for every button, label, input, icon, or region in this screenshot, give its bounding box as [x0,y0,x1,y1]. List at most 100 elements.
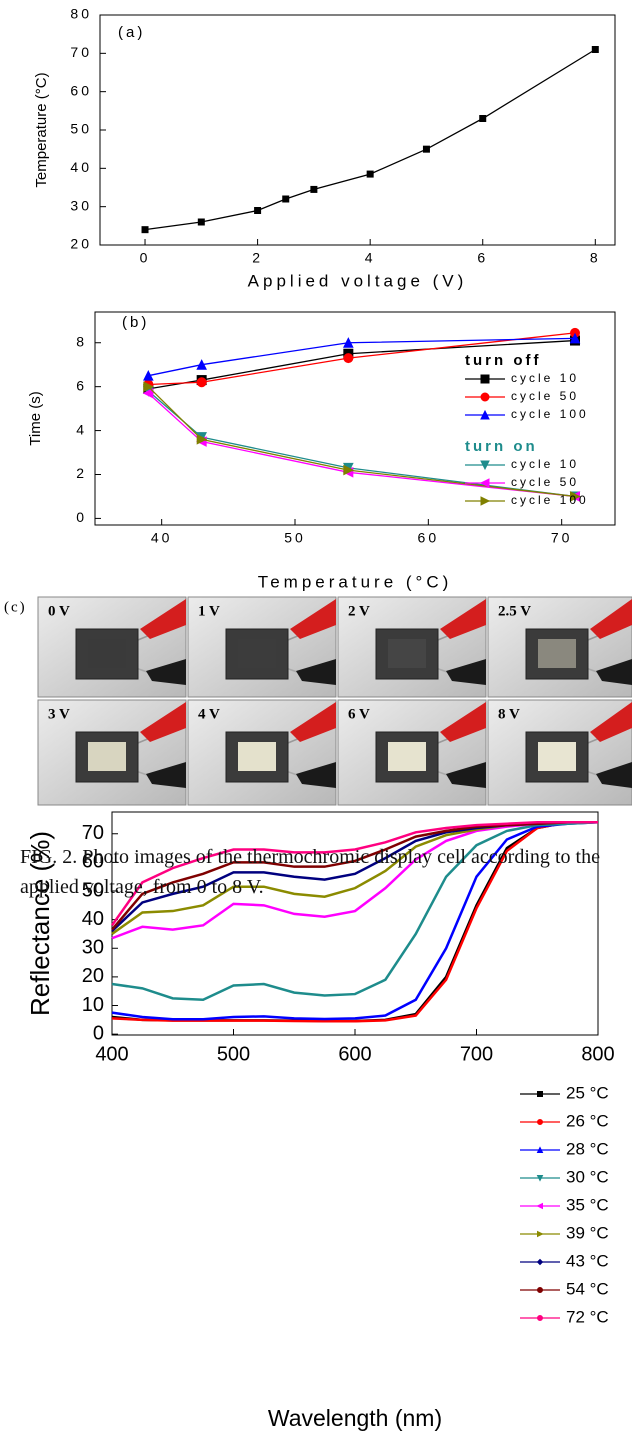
legend-marker [481,497,489,505]
caption: FIG. 2. Photo images of the thermochromi… [20,842,600,902]
x-tick-label: 600 [338,1043,371,1065]
photo-label: 2 V [348,603,370,619]
photo-label: 6 V [348,706,370,722]
x-tick-label: 6 [477,250,488,266]
device-window [238,742,276,771]
photo-panel: 2 V [338,597,486,697]
legend-group-title: turn on [465,438,538,455]
y-tick-label: 30 [82,937,104,959]
y-tick-label: 70 [82,822,104,844]
data-point [367,171,373,177]
photo-label: 8 V [498,706,520,722]
y-tick-label: 30 [70,197,92,213]
device-window [538,742,576,771]
x-axis-label: Applied voltage (V) [248,271,468,290]
photo-panel: 6 V [338,700,486,805]
y-tick-label: 4 [76,421,87,437]
legend-label: cycle 10 [511,457,579,471]
legend-marker [538,1316,543,1321]
x-tick-label: 2 [252,250,263,266]
data-point [344,354,353,363]
legend-marker [481,375,489,383]
data-point [198,219,204,225]
device-window [388,742,426,771]
y-tick-label: 60 [70,82,92,98]
photo-label: 1 V [198,603,220,619]
photo-panel: 0 V [38,597,186,697]
x-tick-label: 8 [590,250,601,266]
panel-label: (c) [4,599,27,615]
x-axis-label: Wavelength (nm) [268,1405,442,1431]
legend-label: 26 °C [566,1111,609,1130]
panel-label: (a) [118,24,145,41]
device-window [88,742,126,771]
data-point [592,47,598,53]
device-window [538,639,576,668]
plot-frame [100,15,615,245]
legend-label: 39 °C [566,1223,609,1242]
y-tick-label: 10 [82,994,104,1016]
page: 0246820304050607080Applied voltage (V)Te… [0,0,632,1448]
y-axis-label: Temperature (°C) [33,72,50,187]
legend-label: cycle 50 [511,389,579,403]
legend-label: cycle 50 [511,475,579,489]
legend-group-title: turn off [465,352,541,369]
legend-label: 28 °C [566,1139,609,1158]
legend-label: 43 °C [566,1251,609,1270]
device-window [88,639,126,668]
y-tick-label: 50 [70,121,92,137]
panel-label: (b) [122,314,149,331]
y-tick-label: 80 [70,6,92,22]
photo-label: 4 V [198,706,220,722]
x-tick-label: 40 [151,530,173,546]
legend-label: 72 °C [566,1307,609,1326]
photo-panel: 4 V [188,700,336,805]
legend-marker [538,1148,543,1153]
legend-marker [538,1204,543,1209]
device-window [388,639,426,668]
x-tick-label: 700 [460,1043,493,1065]
x-tick-label: 70 [551,530,573,546]
photo-panel: 2.5 V [488,597,632,697]
y-axis-label: Time (s) [27,391,44,445]
legend-marker [538,1176,543,1181]
legend-marker [481,393,489,401]
x-tick-label: 500 [217,1043,250,1065]
y-tick-label: 2 [76,465,87,481]
data-point [197,378,206,387]
y-tick-label: 70 [70,44,92,60]
legend-marker [538,1232,543,1237]
x-axis-label: Temperature (°C) [258,572,453,591]
data-point [255,208,261,214]
legend-label: cycle 100 [511,407,589,421]
x-tick-label: 60 [418,530,440,546]
data-point [480,116,486,122]
legend-marker [538,1092,543,1097]
y-tick-label: 0 [93,1022,104,1044]
legend-label: cycle 100 [511,493,589,507]
legend-marker [538,1120,543,1125]
photo-panel: 3 V [38,700,186,805]
x-tick-label: 0 [140,250,151,266]
photo-panel: 8 V [488,700,632,805]
y-tick-label: 40 [82,908,104,930]
y-tick-label: 0 [76,509,87,525]
legend-marker [538,1288,543,1293]
data-point [142,227,148,233]
legend-label: 30 °C [566,1167,609,1186]
y-tick-label: 20 [82,965,104,987]
y-tick-label: 20 [70,236,92,252]
x-tick-label: 4 [365,250,376,266]
y-tick-label: 40 [70,159,92,175]
legend-marker [538,1260,543,1265]
legend-label: 25 °C [566,1083,609,1102]
x-tick-label: 50 [284,530,306,546]
photo-label: 0 V [48,603,70,619]
legend-label: 35 °C [566,1195,609,1214]
figure: 0246820304050607080Applied voltage (V)Te… [0,0,632,1448]
photo-label: 3 V [48,706,70,722]
y-tick-label: 8 [76,333,87,349]
device-window [238,639,276,668]
photo-label: 2.5 V [498,603,531,619]
legend-label: cycle 10 [511,371,579,385]
